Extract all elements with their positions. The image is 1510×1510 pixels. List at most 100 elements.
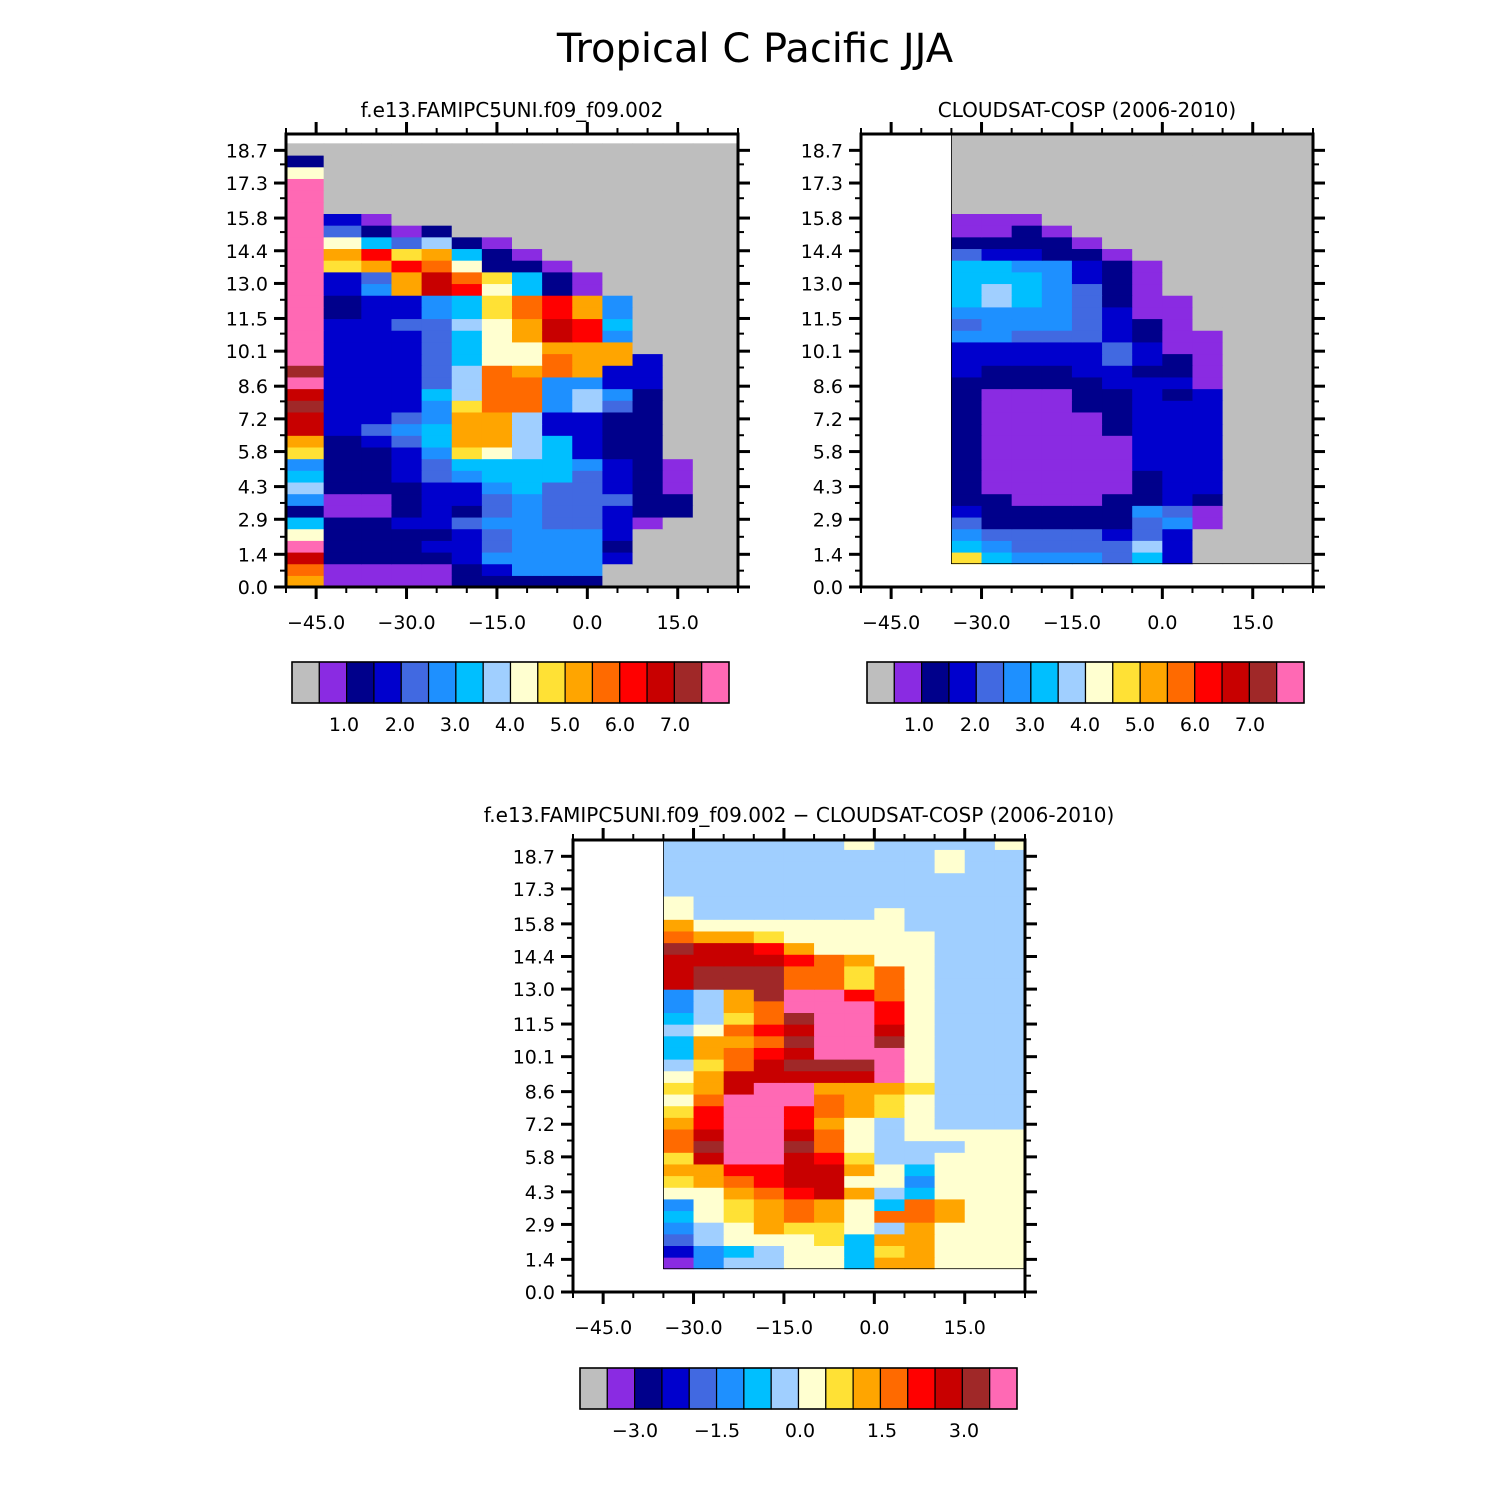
heatmap-cell	[1282, 134, 1314, 144]
heatmap-cell	[1162, 295, 1194, 308]
heatmap-cell	[361, 283, 393, 296]
heatmap-cell	[421, 330, 453, 343]
heatmap-cell	[1282, 283, 1314, 296]
heatmap-cell	[964, 1222, 996, 1235]
heatmap-cell	[723, 860, 755, 874]
heatmap-cell	[693, 1070, 725, 1083]
heatmap-cell	[1252, 400, 1284, 413]
heatmap-cell	[1041, 260, 1073, 273]
heatmap-cell	[391, 166, 423, 179]
heatmap-cell	[981, 190, 1013, 203]
heatmap-cell	[753, 930, 785, 944]
heatmap-cell	[1132, 353, 1163, 366]
heatmap-cell	[662, 236, 694, 250]
heatmap-cell	[981, 481, 1013, 495]
heatmap-cell	[753, 872, 785, 885]
heatmap-cell	[874, 884, 906, 897]
heatmap-cell	[783, 1222, 815, 1235]
heatmap-cell	[421, 353, 453, 366]
heatmap-cell	[693, 860, 725, 874]
heatmap-cell	[361, 481, 393, 495]
y-tick-label: 5.8	[525, 1147, 555, 1169]
heatmap-cell	[874, 1035, 906, 1048]
heatmap-cell	[663, 1082, 695, 1095]
heatmap-cell	[361, 365, 393, 378]
heatmap-cell	[692, 330, 739, 343]
heatmap-cell	[361, 143, 393, 156]
heatmap-cell	[964, 1105, 996, 1118]
heatmap-cell	[692, 551, 739, 565]
heatmap-cell	[286, 236, 325, 250]
heatmap-cell	[1132, 388, 1163, 401]
colorbar-swatch	[400, 661, 430, 704]
heatmap-cell	[1162, 400, 1194, 413]
heatmap-cell	[693, 942, 725, 955]
heatmap-cell	[451, 271, 483, 285]
heatmap-cell	[632, 225, 664, 238]
colorbar-swatch	[825, 1367, 854, 1410]
heatmap-cell	[451, 295, 483, 308]
heatmap-cell	[632, 493, 664, 506]
heatmap-cell	[693, 1012, 725, 1025]
heatmap-cell	[1132, 306, 1163, 320]
heatmap-cell	[692, 470, 739, 483]
heatmap-cell	[904, 1012, 936, 1025]
heatmap-cell	[951, 155, 983, 168]
heatmap-cell	[1011, 134, 1043, 144]
heatmap-cell	[1192, 306, 1224, 320]
heatmap-cell	[1222, 470, 1254, 483]
heatmap-cell	[421, 155, 453, 168]
heatmap-cell	[663, 942, 695, 955]
heatmap-cell	[663, 1105, 695, 1118]
heatmap-cell	[1222, 365, 1254, 378]
heatmap-cell	[1192, 283, 1224, 296]
heatmap-cell	[512, 318, 543, 331]
heatmap-cell	[693, 840, 725, 850]
heatmap-cell	[1041, 225, 1073, 238]
heatmap-cell	[951, 260, 983, 273]
heatmap-cell	[542, 295, 573, 308]
heatmap-cell	[904, 1024, 936, 1037]
heatmap-cell	[723, 1222, 755, 1235]
heatmap-cell	[1282, 353, 1314, 366]
heatmap-cell	[481, 295, 513, 308]
heatmap-cell	[572, 283, 603, 296]
heatmap-cell	[391, 376, 423, 390]
heatmap-cell	[753, 1245, 785, 1258]
heatmap-cell	[904, 1140, 936, 1153]
colorbar-swatch	[743, 1367, 772, 1410]
heatmap-cell	[783, 1152, 815, 1165]
heatmap-cell	[323, 528, 362, 541]
heatmap-cell	[934, 1024, 966, 1037]
heatmap-cell	[693, 1198, 725, 1212]
heatmap-cell	[934, 1059, 966, 1072]
heatmap-cell	[481, 166, 513, 179]
heatmap-cell	[632, 260, 664, 273]
heatmap-cell	[1282, 225, 1314, 238]
heatmap-cell	[981, 411, 1013, 425]
heatmap-cell	[632, 481, 664, 495]
heatmap-cell	[1102, 470, 1133, 483]
heatmap-cell	[481, 551, 513, 565]
heatmap-cell	[844, 1140, 875, 1153]
heatmap-cell	[632, 341, 664, 355]
heatmap-cell	[783, 942, 815, 955]
heatmap-cell	[663, 930, 695, 944]
heatmap-cell	[1222, 271, 1254, 285]
heatmap-cell	[572, 260, 603, 273]
heatmap-cell	[512, 248, 543, 261]
heatmap-cell	[1282, 400, 1314, 413]
heatmap-cell	[286, 283, 325, 296]
heatmap-cell	[1102, 528, 1133, 541]
heatmap-cell	[1282, 505, 1314, 518]
heatmap-cell	[981, 155, 1013, 168]
heatmap-cell	[542, 575, 573, 588]
heatmap-cell	[1252, 528, 1284, 541]
heatmap-cell	[1192, 260, 1224, 273]
heatmap-cell	[1252, 318, 1284, 331]
heatmap-cell	[844, 989, 875, 1002]
heatmap-cell	[286, 540, 325, 553]
heatmap-cell	[964, 840, 996, 850]
heatmap-cell	[286, 563, 325, 576]
heatmap-cell	[286, 435, 325, 448]
